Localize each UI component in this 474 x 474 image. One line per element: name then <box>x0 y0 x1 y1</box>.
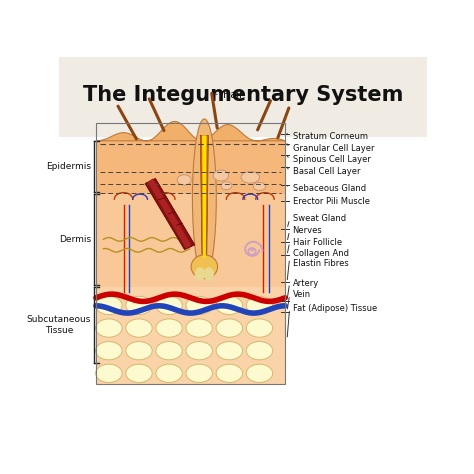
Text: Spinous Cell Layer: Spinous Cell Layer <box>292 155 370 164</box>
Ellipse shape <box>156 319 182 337</box>
Ellipse shape <box>126 296 152 315</box>
Text: Vein: Vein <box>292 291 310 300</box>
Text: Subcutaneous
Tissue: Subcutaneous Tissue <box>27 315 91 335</box>
Ellipse shape <box>126 319 152 337</box>
Text: Sweat Gland: Sweat Gland <box>292 214 346 223</box>
Text: Collagen And
Elastin Fibres: Collagen And Elastin Fibres <box>292 249 348 268</box>
Ellipse shape <box>186 342 212 360</box>
Ellipse shape <box>126 364 152 383</box>
Polygon shape <box>145 178 195 250</box>
Polygon shape <box>96 121 285 141</box>
Bar <box>96 141 285 194</box>
Bar <box>96 287 285 383</box>
Text: Erector Pili Muscle: Erector Pili Muscle <box>292 197 370 206</box>
Text: Fat (Adipose) Tissue: Fat (Adipose) Tissue <box>292 304 377 313</box>
Text: Hair Follicle: Hair Follicle <box>292 238 342 247</box>
Polygon shape <box>148 178 191 249</box>
Ellipse shape <box>246 296 273 315</box>
Text: Sebaceous Gland: Sebaceous Gland <box>292 184 365 193</box>
Ellipse shape <box>253 182 266 191</box>
Ellipse shape <box>195 267 205 281</box>
Ellipse shape <box>221 182 232 190</box>
Text: The Integumentary System: The Integumentary System <box>83 85 403 105</box>
Ellipse shape <box>177 175 191 185</box>
Ellipse shape <box>96 296 122 315</box>
Ellipse shape <box>216 364 243 383</box>
Polygon shape <box>201 136 209 258</box>
Ellipse shape <box>246 364 273 383</box>
Ellipse shape <box>96 319 122 337</box>
Bar <box>96 123 285 383</box>
Ellipse shape <box>126 342 152 360</box>
Polygon shape <box>202 136 207 258</box>
Ellipse shape <box>216 296 243 315</box>
Ellipse shape <box>186 364 212 383</box>
Ellipse shape <box>246 342 273 360</box>
Text: Basal Cell Layer: Basal Cell Layer <box>292 167 360 176</box>
FancyBboxPatch shape <box>59 57 427 137</box>
Ellipse shape <box>216 342 243 360</box>
Ellipse shape <box>156 364 182 383</box>
Text: Dermis: Dermis <box>59 235 91 244</box>
Text: Epidermis: Epidermis <box>46 162 91 171</box>
Bar <box>96 194 285 287</box>
Ellipse shape <box>186 296 212 315</box>
Ellipse shape <box>156 296 182 315</box>
Ellipse shape <box>241 172 259 183</box>
Ellipse shape <box>186 319 212 337</box>
Ellipse shape <box>204 267 214 281</box>
Ellipse shape <box>96 364 122 383</box>
Text: Nerves: Nerves <box>292 226 322 235</box>
Text: Artery: Artery <box>292 279 319 288</box>
Ellipse shape <box>246 319 273 337</box>
Ellipse shape <box>191 255 218 279</box>
Ellipse shape <box>156 342 182 360</box>
Ellipse shape <box>96 342 122 360</box>
Text: Granular Cell Layer: Granular Cell Layer <box>292 144 374 153</box>
Text: Hair: Hair <box>214 90 243 100</box>
Ellipse shape <box>192 119 216 278</box>
Ellipse shape <box>216 319 243 337</box>
Text: Stratum Corneum: Stratum Corneum <box>292 132 367 141</box>
Ellipse shape <box>213 170 228 181</box>
